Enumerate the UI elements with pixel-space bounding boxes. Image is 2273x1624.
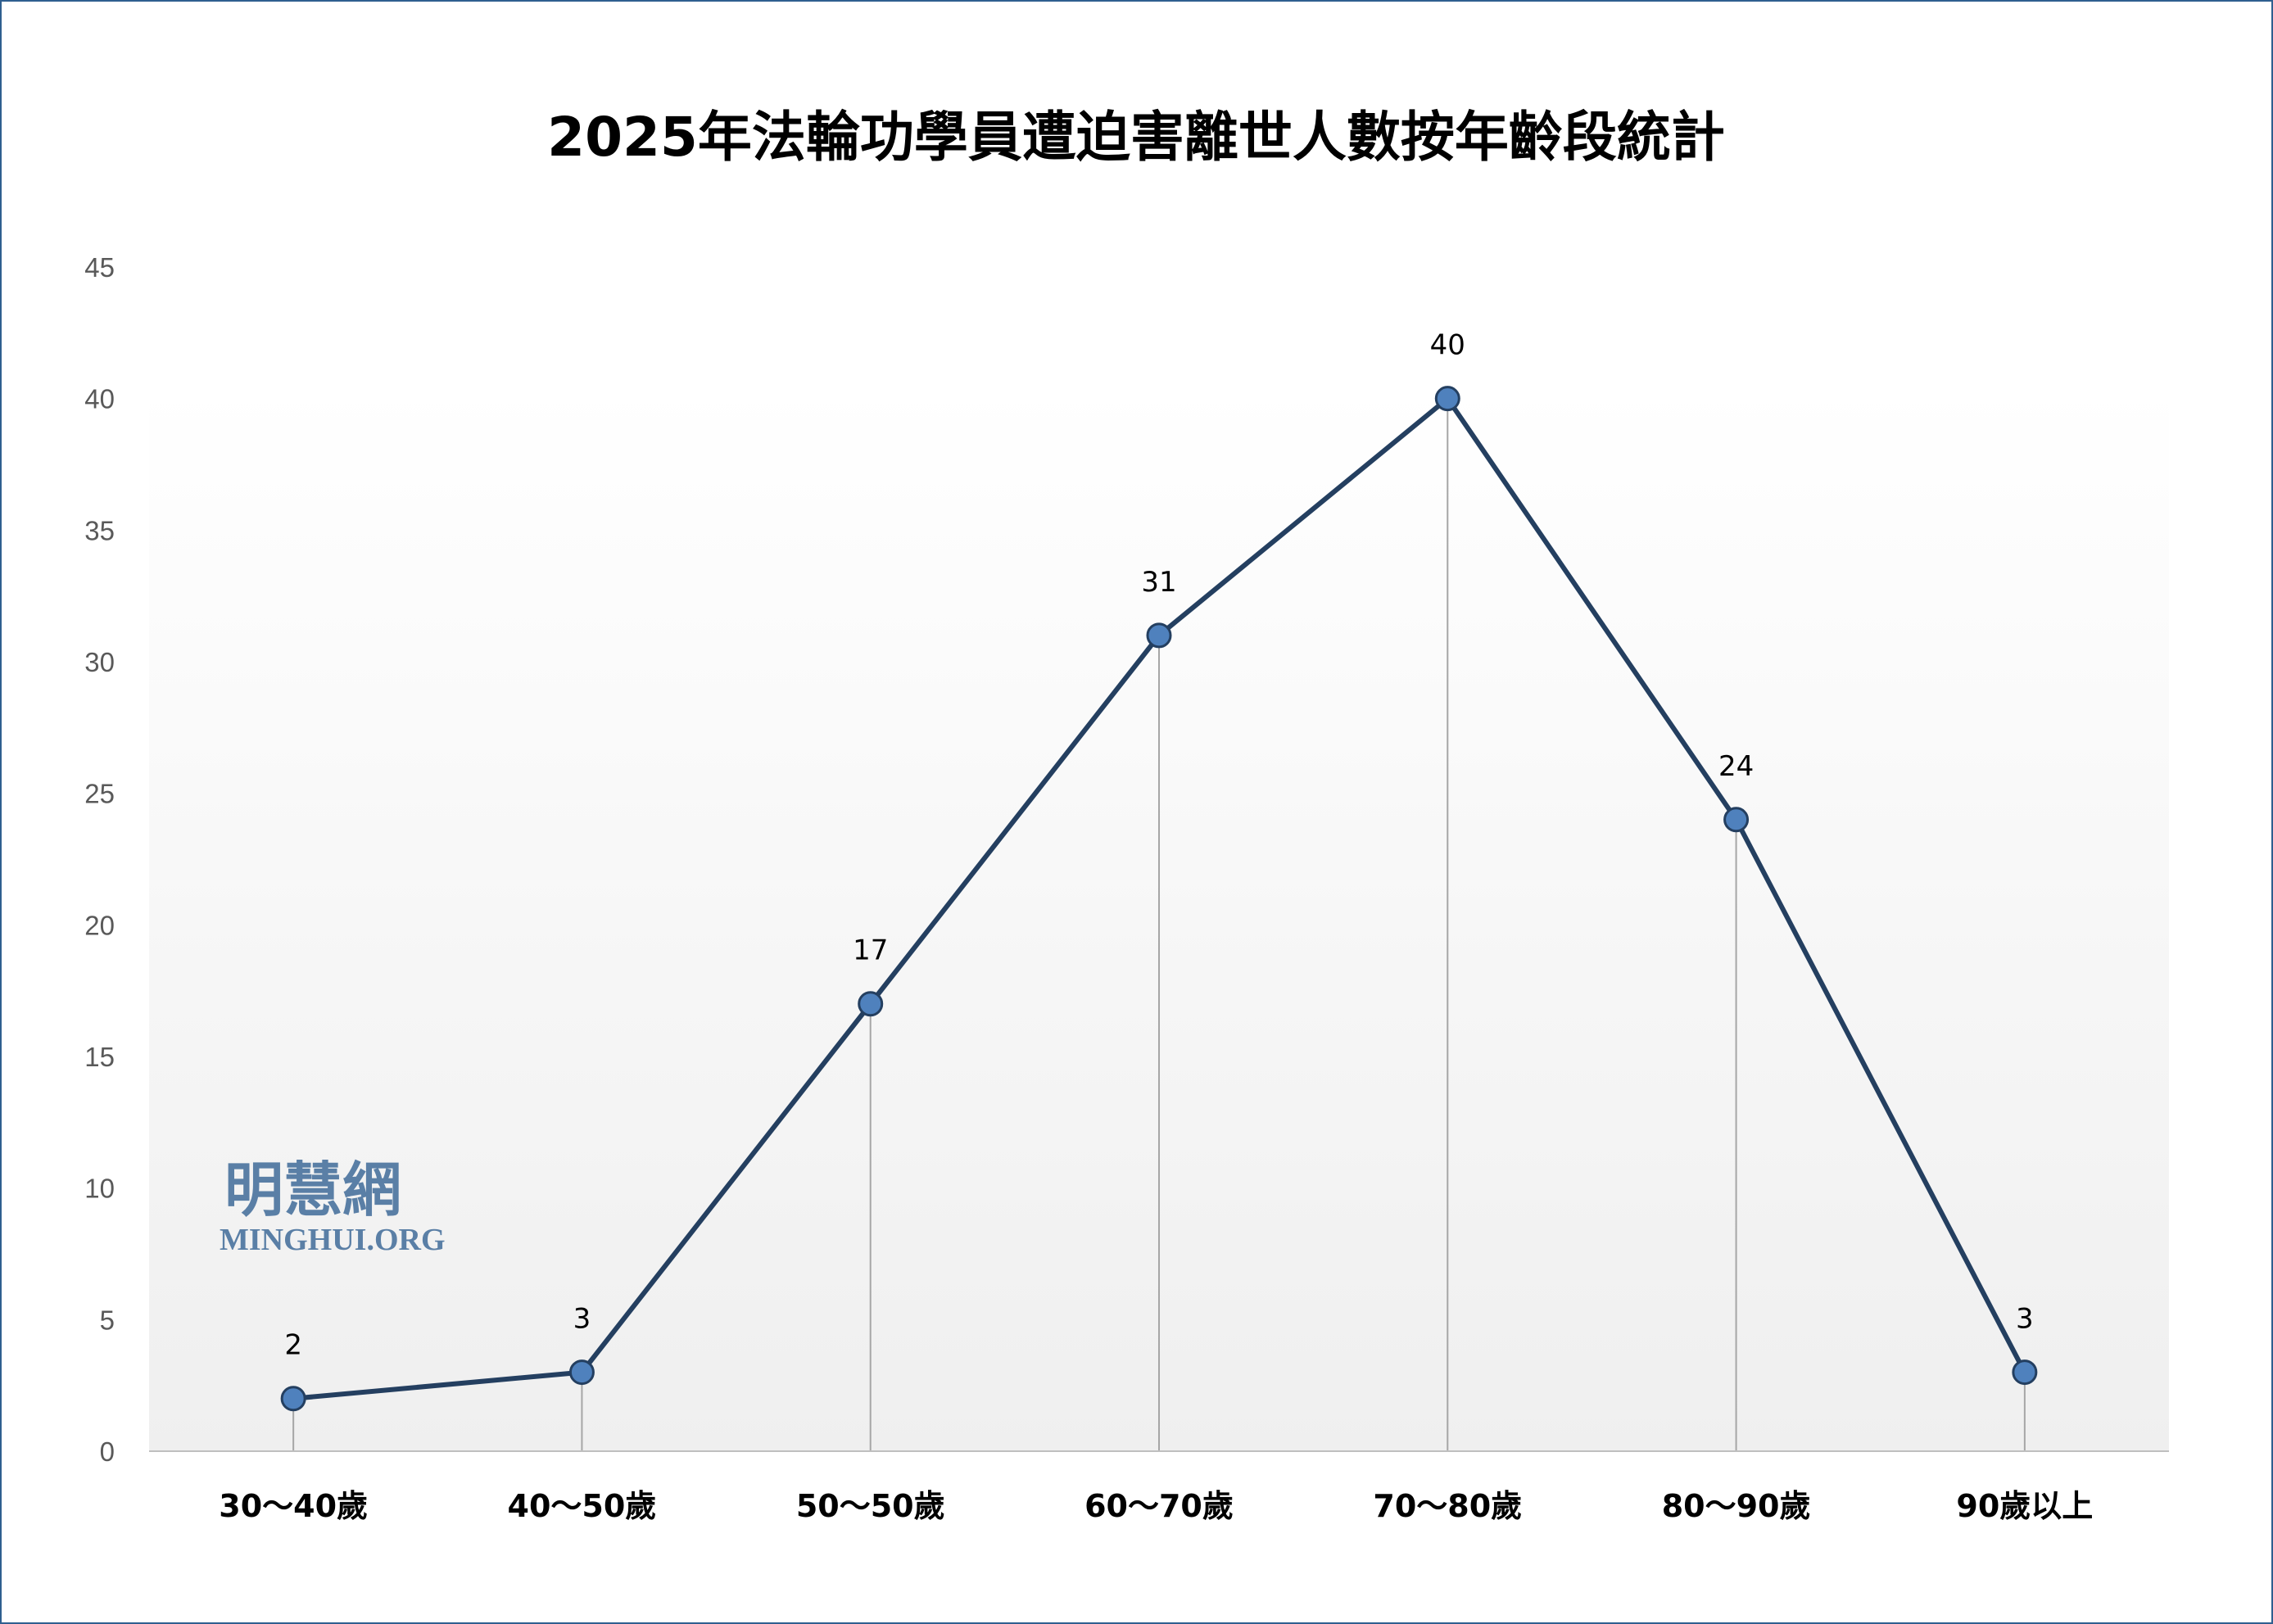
data-point	[568, 1359, 595, 1386]
data-label: 3	[2016, 1303, 2034, 1336]
y-tick-label: 25	[84, 779, 115, 809]
x-tick-label: 50～50歲	[796, 1488, 945, 1524]
data-point	[1434, 386, 1460, 412]
x-tick-label: 40～50歲	[508, 1488, 657, 1524]
data-point	[280, 1386, 306, 1412]
data-label: 40	[1430, 329, 1465, 362]
y-tick-label: 0	[100, 1436, 115, 1467]
data-label: 24	[1718, 750, 1754, 783]
x-tick-label: 30～40歲	[219, 1488, 368, 1524]
data-label: 31	[1141, 566, 1176, 599]
x-tick-label: 90歲以上	[1956, 1488, 2093, 1524]
y-tick-label: 15	[84, 1042, 115, 1072]
y-tick-label: 45	[84, 252, 115, 283]
data-point	[1146, 622, 1172, 649]
data-point	[1723, 807, 1750, 833]
data-label: 17	[853, 934, 888, 967]
minghui-watermark: 明慧網 MINGHUI.ORG	[220, 1155, 446, 1257]
y-tick-label: 10	[84, 1174, 115, 1204]
x-tick-label: 80～90歲	[1662, 1488, 1811, 1524]
y-tick-label: 5	[100, 1305, 115, 1335]
y-tick-label: 40	[84, 384, 115, 414]
y-tick-label: 30	[84, 647, 115, 677]
data-point	[2012, 1359, 2038, 1386]
data-point	[858, 991, 884, 1017]
data-label: 3	[573, 1303, 591, 1336]
watermark-latin: MINGHUI.ORG	[220, 1223, 446, 1257]
watermark-chinese: 明慧網	[224, 1155, 401, 1224]
x-tick-label: 60～70歲	[1084, 1488, 1234, 1524]
x-tick-label: 70～80歲	[1373, 1488, 1522, 1524]
y-tick-label: 35	[84, 515, 115, 545]
data-label: 2	[284, 1329, 302, 1362]
chart-title: 2025年法輪功學員遭迫害離世人數按年齡段統計	[547, 106, 1725, 169]
y-tick-label: 20	[84, 910, 115, 940]
